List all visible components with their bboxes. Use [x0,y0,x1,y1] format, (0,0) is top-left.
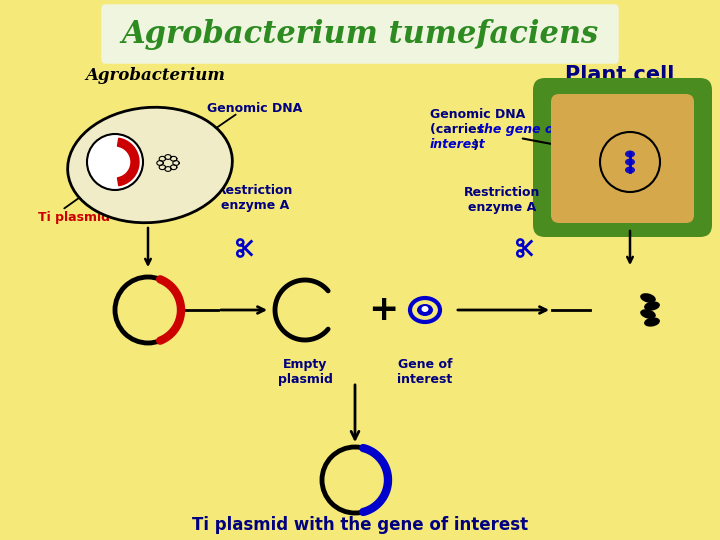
Text: Gene of
interest: Gene of interest [397,358,453,386]
Ellipse shape [417,304,433,316]
Text: ): ) [473,138,479,152]
Text: Ti plasmid: Ti plasmid [38,212,110,225]
Ellipse shape [644,318,660,327]
FancyBboxPatch shape [533,78,712,237]
Text: Agrobacterium: Agrobacterium [85,66,225,84]
Text: Genomic DNA: Genomic DNA [207,102,302,114]
FancyBboxPatch shape [102,5,618,63]
Ellipse shape [644,301,660,310]
Ellipse shape [421,306,428,312]
Ellipse shape [68,107,233,222]
Text: +: + [368,293,398,327]
Circle shape [600,132,660,192]
Text: Restriction
enzyme A: Restriction enzyme A [217,184,293,212]
Text: Genomic DNA: Genomic DNA [430,109,526,122]
FancyBboxPatch shape [551,94,694,223]
Text: Agrobacterium tumefaciens: Agrobacterium tumefaciens [122,19,598,51]
Ellipse shape [640,293,656,303]
Text: Restriction
enzyme A: Restriction enzyme A [464,186,540,214]
Text: Empty
plasmid: Empty plasmid [278,358,333,386]
Text: Plant cell: Plant cell [565,65,675,85]
Text: interest: interest [430,138,486,152]
Ellipse shape [625,166,635,173]
Polygon shape [117,138,139,186]
Text: the gene of: the gene of [478,124,559,137]
Ellipse shape [625,159,635,165]
Text: (carries: (carries [430,124,488,137]
Text: Ti plasmid with the gene of interest: Ti plasmid with the gene of interest [192,516,528,534]
Ellipse shape [640,309,656,319]
Circle shape [87,134,143,190]
Ellipse shape [625,151,635,158]
